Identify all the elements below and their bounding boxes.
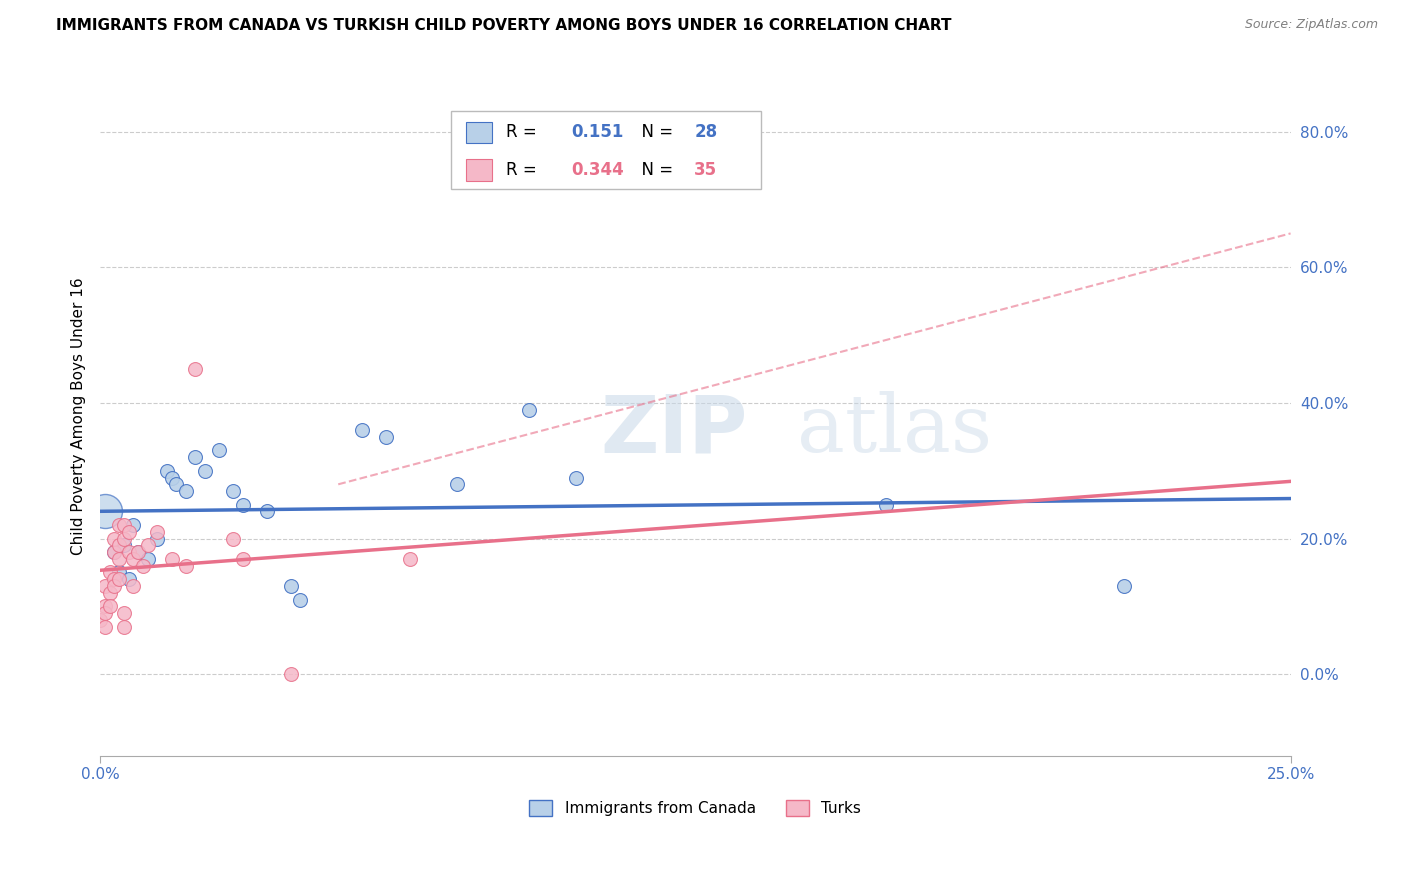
Point bbox=[112, 532, 135, 546]
Point bbox=[280, 579, 302, 593]
Point bbox=[517, 402, 540, 417]
Point bbox=[174, 558, 197, 573]
Bar bbox=[465, 160, 492, 181]
Text: 35: 35 bbox=[695, 161, 717, 179]
Point bbox=[108, 572, 131, 586]
Point bbox=[98, 566, 121, 580]
Point bbox=[165, 477, 187, 491]
Point bbox=[194, 464, 217, 478]
Point bbox=[184, 362, 207, 376]
Point bbox=[232, 498, 254, 512]
Text: N =: N = bbox=[631, 123, 679, 141]
Point bbox=[98, 599, 121, 614]
Point bbox=[112, 518, 135, 533]
Point bbox=[94, 579, 117, 593]
Y-axis label: Child Poverty Among Boys Under 16: Child Poverty Among Boys Under 16 bbox=[72, 277, 86, 556]
Point bbox=[136, 538, 159, 552]
Point bbox=[112, 538, 135, 552]
Text: IMMIGRANTS FROM CANADA VS TURKISH CHILD POVERTY AMONG BOYS UNDER 16 CORRELATION : IMMIGRANTS FROM CANADA VS TURKISH CHILD … bbox=[56, 18, 952, 33]
Point bbox=[446, 477, 468, 491]
Point bbox=[112, 620, 135, 634]
Point bbox=[118, 545, 141, 559]
Point bbox=[146, 532, 169, 546]
Point bbox=[94, 606, 117, 620]
Point bbox=[118, 572, 141, 586]
Point bbox=[398, 552, 420, 566]
Point bbox=[374, 430, 396, 444]
FancyBboxPatch shape bbox=[451, 112, 761, 189]
Point bbox=[350, 423, 373, 437]
Point bbox=[132, 558, 155, 573]
Point bbox=[94, 620, 117, 634]
Text: Source: ZipAtlas.com: Source: ZipAtlas.com bbox=[1244, 18, 1378, 31]
Text: ZIP: ZIP bbox=[600, 391, 748, 469]
Text: 28: 28 bbox=[695, 123, 717, 141]
Point bbox=[112, 606, 135, 620]
Point bbox=[108, 566, 131, 580]
Point bbox=[256, 504, 278, 518]
Point bbox=[565, 470, 588, 484]
Legend: Immigrants from Canada, Turks: Immigrants from Canada, Turks bbox=[523, 794, 868, 822]
Point bbox=[94, 504, 117, 518]
Text: atlas: atlas bbox=[797, 391, 991, 469]
Point bbox=[160, 470, 183, 484]
Point bbox=[108, 552, 131, 566]
Point bbox=[103, 579, 125, 593]
Point bbox=[156, 464, 179, 478]
Point bbox=[136, 552, 159, 566]
Point bbox=[89, 613, 111, 627]
Point bbox=[103, 532, 125, 546]
Point bbox=[1112, 579, 1135, 593]
Point bbox=[127, 545, 149, 559]
Text: R =: R = bbox=[506, 123, 543, 141]
Point bbox=[98, 586, 121, 600]
Bar bbox=[465, 121, 492, 144]
Point bbox=[222, 532, 245, 546]
Point bbox=[160, 552, 183, 566]
Point bbox=[103, 545, 125, 559]
Point bbox=[146, 524, 169, 539]
Point bbox=[118, 524, 141, 539]
Point bbox=[94, 599, 117, 614]
Point bbox=[127, 545, 149, 559]
Point bbox=[174, 484, 197, 499]
Text: R =: R = bbox=[506, 161, 543, 179]
Point bbox=[280, 667, 302, 681]
Point bbox=[103, 545, 125, 559]
Text: N =: N = bbox=[631, 161, 679, 179]
Point bbox=[122, 552, 145, 566]
Point bbox=[103, 572, 125, 586]
Point bbox=[875, 498, 897, 512]
Point bbox=[108, 518, 131, 533]
Text: 0.151: 0.151 bbox=[572, 123, 624, 141]
Point bbox=[108, 538, 131, 552]
Point bbox=[184, 450, 207, 465]
Text: 0.344: 0.344 bbox=[572, 161, 624, 179]
Point bbox=[122, 579, 145, 593]
Point bbox=[288, 592, 311, 607]
Point bbox=[122, 518, 145, 533]
Point bbox=[232, 552, 254, 566]
Point bbox=[222, 484, 245, 499]
Point bbox=[208, 443, 231, 458]
